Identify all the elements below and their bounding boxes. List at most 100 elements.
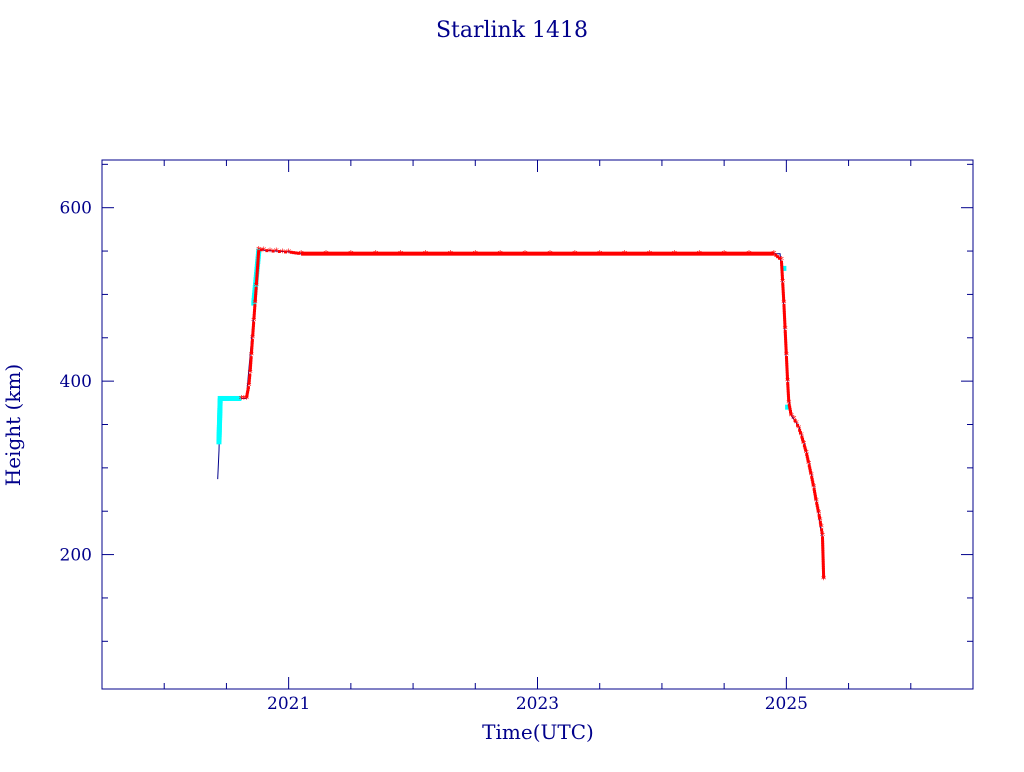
data-point-fill <box>782 311 786 315</box>
data-point-fill <box>783 320 787 324</box>
data-point-fill <box>256 261 260 265</box>
data-point-fill <box>819 523 823 527</box>
data-point-fill <box>289 250 293 254</box>
data-point-star: * <box>250 334 255 345</box>
data-point-fill <box>252 313 256 317</box>
data-point-fill <box>781 289 785 293</box>
data-point-fill <box>821 552 825 556</box>
data-point-fill <box>821 568 825 572</box>
data-point-fill <box>783 322 787 326</box>
data-point-fill <box>249 363 253 367</box>
data-point-fill <box>821 565 825 569</box>
data-point-fill <box>784 351 788 355</box>
data-point-fill <box>250 343 254 347</box>
data-point-fill <box>259 248 263 252</box>
data-point-star: * <box>241 394 246 405</box>
data-point-star: * <box>821 575 826 586</box>
data-point-fill <box>248 366 252 370</box>
data-point-fill <box>256 266 260 270</box>
data-point-fill <box>778 256 782 260</box>
data-point-fill <box>822 572 826 576</box>
data-point-fill <box>813 494 817 498</box>
chart-title: Starlink 1418 <box>436 18 588 43</box>
data-point-fill <box>821 559 825 563</box>
data-point <box>251 300 257 306</box>
data-point-fill <box>251 326 255 330</box>
data-point-fill <box>805 455 809 459</box>
data-point-fill <box>789 409 793 413</box>
y-axis-label: Height (km) <box>1 364 25 486</box>
data-point-fill <box>780 272 784 276</box>
plateau-strip <box>301 251 774 256</box>
data-point-fill <box>247 378 251 382</box>
data-point-fill <box>793 419 797 423</box>
data-point-fill <box>254 294 258 298</box>
data-point-fill <box>789 412 793 416</box>
data-point-fill <box>781 284 785 288</box>
data-point-fill <box>787 396 791 400</box>
data-point-fill <box>782 306 786 310</box>
data-point-fill <box>784 355 788 359</box>
data-point-fill <box>253 309 257 313</box>
data-point-fill <box>776 255 780 259</box>
data-point-fill <box>800 435 804 439</box>
data-point-star: * <box>251 316 256 327</box>
data-point-fill <box>806 457 810 461</box>
data-point-fill <box>246 388 250 392</box>
data-point-fill <box>255 279 259 283</box>
data-point-star: * <box>256 245 261 256</box>
data-point-star: * <box>253 299 258 310</box>
data-point-fill <box>250 346 254 350</box>
data-point-fill <box>821 554 825 558</box>
data-point <box>226 395 232 401</box>
data-point-fill <box>250 341 254 345</box>
x-axis-label: Time(UTC) <box>482 720 594 744</box>
data-point-star: * <box>274 247 279 258</box>
data-point-fill <box>245 394 249 398</box>
data-point-fill <box>822 575 826 579</box>
data-point-fill <box>782 303 786 307</box>
data-point-fill <box>815 501 819 505</box>
y-tick-label: 200 <box>60 546 92 566</box>
x-tick-label: 2021 <box>267 694 310 714</box>
data-point-fill <box>821 545 825 549</box>
data-point-fill <box>796 423 800 427</box>
data-point-fill <box>782 296 786 300</box>
data-point-fill <box>783 334 787 338</box>
data-point-fill <box>820 528 824 532</box>
data-point-fill <box>812 487 816 491</box>
data-point-fill <box>783 315 787 319</box>
data-point-fill <box>255 277 259 281</box>
data-point-fill <box>785 360 789 364</box>
data-point-fill <box>781 294 785 298</box>
data-point-fill <box>785 363 789 367</box>
data-point <box>785 404 791 410</box>
data-point-fill <box>251 323 255 327</box>
data-point-fill <box>251 331 255 335</box>
data-point-fill <box>821 538 825 542</box>
data-point-fill <box>807 464 811 468</box>
data-point-fill <box>801 437 805 441</box>
data-point-fill <box>783 332 787 336</box>
data-point-fill <box>786 386 790 390</box>
data-point-fill <box>786 391 790 395</box>
data-point-fill <box>254 291 258 295</box>
data-point-star: * <box>789 412 794 423</box>
data-point-star: * <box>261 246 266 257</box>
data-point-fill <box>252 316 256 320</box>
data-point-fill <box>780 260 784 264</box>
data-point-fill <box>247 381 251 385</box>
data-point-fill <box>786 382 790 386</box>
data-point-fill <box>249 356 253 360</box>
data-point-fill <box>781 291 785 295</box>
data-point-fill <box>808 468 812 472</box>
data-point-fill <box>256 259 260 263</box>
data-point-fill <box>808 466 812 470</box>
data-point-fill <box>249 351 253 355</box>
data-point-fill <box>780 265 784 269</box>
data-point-star: * <box>267 247 272 258</box>
y-tick-label: 600 <box>60 199 92 219</box>
data-point-fill <box>250 348 254 352</box>
data-point-fill <box>256 263 260 267</box>
data-point-fill <box>254 281 258 285</box>
